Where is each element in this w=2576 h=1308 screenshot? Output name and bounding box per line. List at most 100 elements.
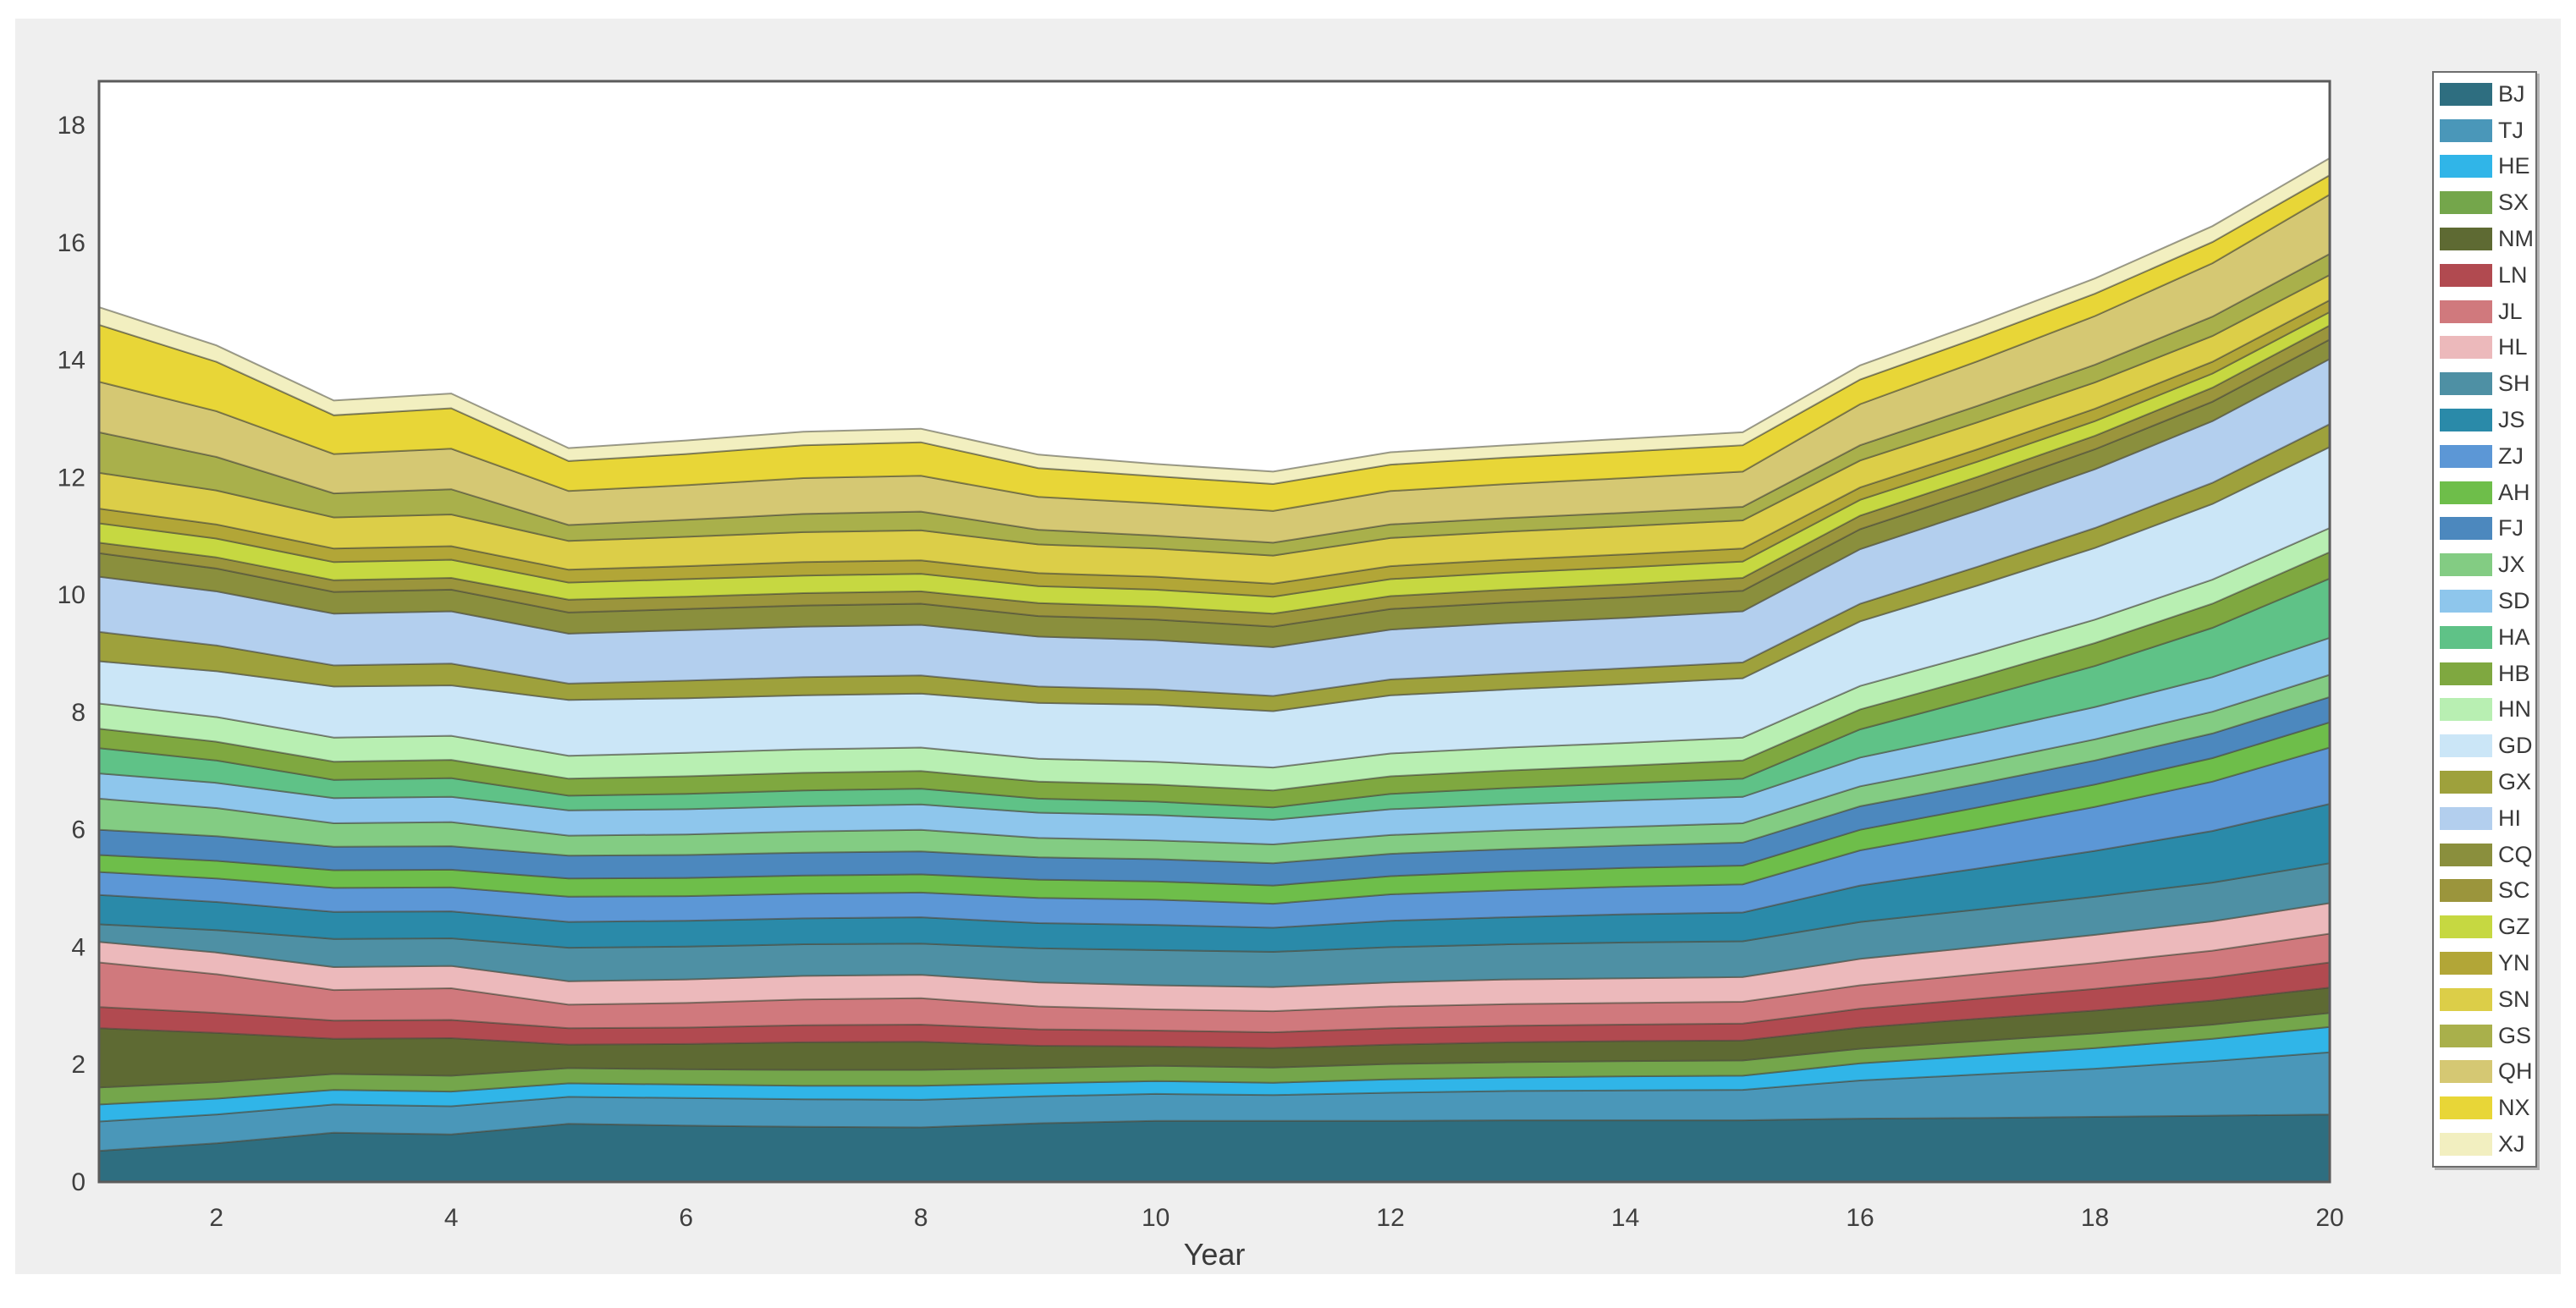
legend-swatch-HE xyxy=(2440,155,2492,179)
legend-item-HB[interactable]: HB xyxy=(2434,659,2535,688)
legend-label: FJ xyxy=(2498,515,2524,541)
y-tick-label: 12 xyxy=(58,464,85,492)
legend-swatch-QH xyxy=(2440,1060,2492,1084)
legend-label: TJ xyxy=(2498,117,2524,143)
y-tick-label: 2 xyxy=(71,1051,85,1079)
legend-label: SD xyxy=(2498,588,2530,614)
legend-swatch-LN xyxy=(2440,263,2492,287)
legend-label: YN xyxy=(2498,950,2530,976)
legend-swatch-JS xyxy=(2440,409,2492,432)
legend-swatch-SN xyxy=(2440,987,2492,1011)
legend-swatch-HI xyxy=(2440,806,2492,830)
legend-swatch-AH xyxy=(2440,481,2492,504)
legend-item-SD[interactable]: SD xyxy=(2434,587,2535,616)
x-tick-label: 16 xyxy=(1846,1204,1874,1232)
x-axis-title: Year xyxy=(1183,1237,1246,1272)
legend-swatch-XJ xyxy=(2440,1133,2492,1156)
y-tick-label: 14 xyxy=(58,347,85,375)
x-tick-label: 10 xyxy=(1142,1204,1170,1232)
y-tick-label: 16 xyxy=(58,229,85,257)
legend-swatch-NM xyxy=(2440,228,2492,251)
legend-label: SC xyxy=(2498,877,2530,904)
legend-swatch-GX xyxy=(2440,771,2492,794)
legend-item-AH[interactable]: AH xyxy=(2434,478,2535,507)
y-tick-label: 8 xyxy=(71,699,85,727)
y-tick-label: 0 xyxy=(71,1168,85,1196)
legend-swatch-HL xyxy=(2440,336,2492,360)
legend-swatch-SX xyxy=(2440,191,2492,215)
y-tick-label: 18 xyxy=(58,112,85,140)
legend-item-BJ[interactable]: BJ xyxy=(2434,80,2535,108)
legend-label: GX xyxy=(2498,769,2532,795)
legend-swatch-HB xyxy=(2440,662,2492,685)
legend-label: CQ xyxy=(2498,841,2533,867)
legend-swatch-GD xyxy=(2440,734,2492,758)
legend-label: GS xyxy=(2498,1022,2532,1048)
legend-item-HI[interactable]: HI xyxy=(2434,804,2535,833)
legend-swatch-NX xyxy=(2440,1096,2492,1120)
legend-swatch-HA xyxy=(2440,625,2492,649)
legend-label: NM xyxy=(2498,226,2534,252)
legend-label: HE xyxy=(2498,153,2530,179)
legend-label: QH xyxy=(2498,1058,2533,1085)
legend-item-JL[interactable]: JL xyxy=(2434,297,2535,326)
y-tick-label: 6 xyxy=(71,816,85,844)
x-tick-label: 12 xyxy=(1376,1204,1404,1232)
legend-item-JX[interactable]: JX xyxy=(2434,551,2535,580)
legend-label: BJ xyxy=(2498,80,2525,107)
legend-swatch-GS xyxy=(2440,1024,2492,1047)
legend-item-FJ[interactable]: FJ xyxy=(2434,514,2535,543)
legend-item-GX[interactable]: GX xyxy=(2434,768,2535,797)
legend-swatch-YN xyxy=(2440,952,2492,976)
legend-swatch-JL xyxy=(2440,300,2492,323)
legend-item-TJ[interactable]: TJ xyxy=(2434,116,2535,145)
legend-item-CQ[interactable]: CQ xyxy=(2434,840,2535,869)
legend-label: ZJ xyxy=(2498,442,2524,469)
legend-item-NX[interactable]: NX xyxy=(2434,1094,2535,1123)
x-tick-label: 6 xyxy=(679,1204,693,1232)
legend-label: GD xyxy=(2498,733,2533,759)
x-tick-label: 8 xyxy=(914,1204,928,1232)
legend: BJ TJ HE SX NM LN JL HL SH JS ZJ AH FJ JX SD HA HB HN GD GX… xyxy=(2432,71,2537,1168)
legend-label: AH xyxy=(2498,479,2530,505)
legend-item-GS[interactable]: GS xyxy=(2434,1021,2535,1050)
legend-item-NM[interactable]: NM xyxy=(2434,225,2535,254)
legend-item-QH[interactable]: QH xyxy=(2434,1058,2535,1086)
legend-swatch-SC xyxy=(2440,879,2492,903)
legend-label: HB xyxy=(2498,660,2530,686)
legend-item-JS[interactable]: JS xyxy=(2434,406,2535,435)
legend-item-GD[interactable]: GD xyxy=(2434,732,2535,761)
legend-label: HN xyxy=(2498,696,2531,723)
legend-item-HE[interactable]: HE xyxy=(2434,152,2535,181)
legend-item-YN[interactable]: YN xyxy=(2434,949,2535,978)
legend-item-ZJ[interactable]: ZJ xyxy=(2434,442,2535,470)
legend-item-LN[interactable]: LN xyxy=(2434,261,2535,289)
legend-item-HL[interactable]: HL xyxy=(2434,333,2535,362)
legend-swatch-JX xyxy=(2440,553,2492,577)
legend-swatch-BJ xyxy=(2440,82,2492,106)
legend-label: SH xyxy=(2498,371,2530,397)
legend-item-SN[interactable]: SN xyxy=(2434,985,2535,1014)
legend-item-SC[interactable]: SC xyxy=(2434,877,2535,905)
legend-item-HN[interactable]: HN xyxy=(2434,695,2535,724)
legend-swatch-SH xyxy=(2440,372,2492,396)
legend-item-GZ[interactable]: GZ xyxy=(2434,913,2535,942)
legend-label: HL xyxy=(2498,334,2528,360)
legend-item-HA[interactable]: HA xyxy=(2434,623,2535,651)
legend-label: HA xyxy=(2498,624,2530,650)
axis-box xyxy=(97,80,2331,1184)
x-tick-label: 4 xyxy=(444,1204,459,1232)
x-tick-label: 20 xyxy=(2315,1204,2343,1232)
legend-item-SX[interactable]: SX xyxy=(2434,189,2535,217)
legend-item-SH[interactable]: SH xyxy=(2434,370,2535,398)
legend-label: GZ xyxy=(2498,914,2530,940)
legend-swatch-ZJ xyxy=(2440,444,2492,468)
legend-label: JX xyxy=(2498,552,2525,578)
legend-item-XJ[interactable]: XJ xyxy=(2434,1130,2535,1159)
legend-swatch-HN xyxy=(2440,698,2492,722)
legend-swatch-TJ xyxy=(2440,118,2492,142)
legend-label: SX xyxy=(2498,190,2529,216)
legend-label: JS xyxy=(2498,407,2525,433)
legend-label: SN xyxy=(2498,986,2530,1012)
